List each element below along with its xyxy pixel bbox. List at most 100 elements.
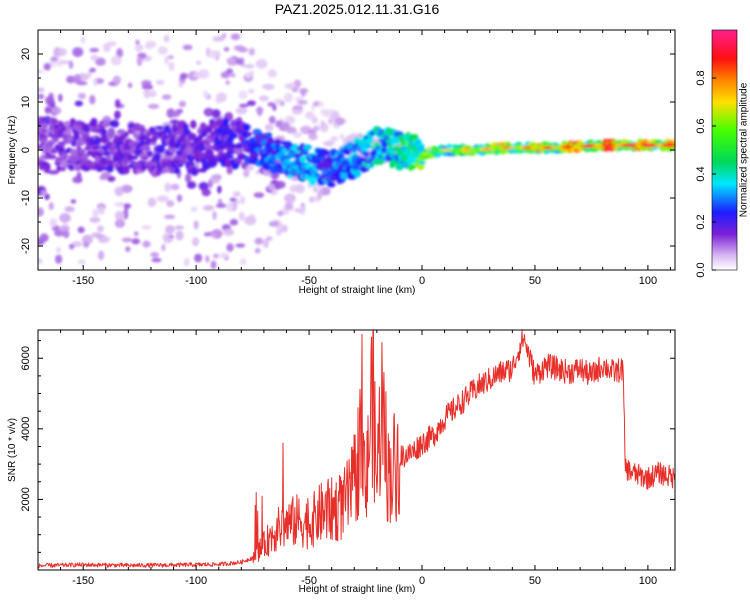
spectrogram-noise-blob	[89, 67, 96, 73]
spectrogram-noise-blob	[244, 215, 257, 226]
spectrogram-ridge-blob	[155, 125, 165, 130]
spectrogram-noise-blob	[210, 260, 217, 270]
spectrogram-noise-blob	[265, 236, 273, 241]
spectrogram-noise-blob	[197, 69, 210, 79]
spectrogram-ridge-blob	[400, 140, 406, 147]
spectrogram-noise-blob	[114, 99, 121, 109]
spectrogram-ridge-blob	[365, 137, 375, 145]
spectrogram-noise-blob	[147, 103, 160, 110]
spectrogram-noise-blob	[114, 210, 125, 221]
spectrogram-noise-blob	[71, 240, 83, 248]
spectrogram-noise-blob	[284, 193, 296, 204]
x-tick-label: -150	[72, 275, 94, 287]
spectrogram-ridge-blob	[63, 130, 73, 136]
colorbar-label: Normalized spectral amplitude	[739, 82, 750, 217]
spectrogram-noise-blob	[246, 164, 255, 171]
y-tick-label: 6000	[20, 346, 32, 370]
spectrogram-noise-blob	[114, 110, 121, 120]
spectrogram-ridge-blob	[129, 155, 139, 160]
spectrogram-noise-blob	[245, 72, 252, 78]
spectrogram-noise-blob	[89, 47, 100, 53]
spectrogram-noise-blob	[45, 96, 55, 106]
spectrogram-noise-blob	[168, 61, 175, 72]
colorbar-tick-label: 0.8	[695, 70, 707, 85]
spectrogram-ridge-blob	[126, 159, 134, 164]
spectrogram-noise-blob	[107, 41, 117, 47]
spectrogram-noise-blob	[55, 58, 63, 67]
spectrogram-noise-blob	[225, 80, 230, 85]
spectrogram-noise-blob	[248, 88, 255, 94]
spectrogram-noise-blob	[239, 258, 247, 266]
spectrogram-noise-blob	[110, 55, 122, 66]
spectrogram-ridge-blob	[308, 177, 317, 187]
spectrogram-noise-blob	[120, 184, 133, 193]
spectrogram-noise-blob	[116, 48, 124, 58]
spectrogram-noise-blob	[339, 133, 345, 140]
spectrogram-noise-blob	[80, 35, 86, 44]
spectrogram-ridge-blob	[100, 128, 107, 136]
spectrogram-ridge-blob	[314, 172, 321, 178]
spectrogram-noise-blob	[72, 47, 84, 57]
spectrogram-noise-blob	[151, 257, 162, 263]
spectrogram-noise-blob	[59, 60, 71, 65]
spectrogram-noise-blob	[284, 202, 292, 210]
spectrogram-noise-blob	[166, 200, 175, 207]
spectrogram-noise-blob	[198, 181, 209, 191]
spectrogram-noise-blob	[164, 225, 175, 235]
spectrogram-ridge-blob	[198, 133, 204, 140]
spectrogram-noise-blob	[203, 107, 214, 117]
spectrogram-noise-blob	[222, 228, 235, 236]
spectrogram-noise-blob	[222, 33, 227, 38]
spectrogram-ridge-blob	[233, 158, 243, 163]
spectrogram-noise-blob	[203, 90, 209, 98]
spectrogram-ridge-blob	[299, 155, 306, 163]
spectrogram-noise-blob	[334, 117, 345, 126]
spectrogram-ridge-blob	[132, 131, 140, 137]
spectrogram-ridge-blob	[174, 154, 180, 161]
spectrogram-ridge-blob	[40, 122, 48, 130]
spectrogram-noise-blob	[97, 250, 105, 261]
spectrogram-ridge-blob	[228, 149, 235, 155]
spectrogram-ridge-blob	[446, 144, 453, 149]
spectrogram-noise-blob	[317, 101, 325, 108]
spectrogram-ridge-blob	[224, 154, 234, 159]
spectrogram-ridge-blob	[67, 134, 74, 143]
spectrogram-ridge-blob	[52, 136, 59, 143]
spectrogram-noise-blob	[176, 194, 183, 202]
spectrogram-noise-blob	[70, 199, 77, 204]
spectrogram-noise-blob	[56, 246, 61, 254]
spectrogram-noise-blob	[134, 231, 139, 237]
spectrogram-ridge-blob	[642, 139, 649, 144]
spectrogram-x-ticks: -150 -100 -50 0 50 100	[37, 30, 671, 287]
spectrogram-ridge-blob	[273, 138, 282, 145]
spectrogram-ridge-blob	[147, 150, 153, 157]
spectrogram-noise-blob	[210, 174, 221, 184]
y-tick-label: 2000	[20, 487, 32, 511]
spectrogram-noise-blob	[68, 243, 75, 250]
spectrogram-noise-blob	[99, 175, 108, 181]
spectrogram-noise-blob	[243, 169, 250, 178]
spectrogram-noise-blob	[262, 83, 275, 91]
spectrogram-ridge-blob	[40, 137, 48, 143]
spectrogram-noise-blob	[323, 140, 335, 147]
spectrogram-ridge-blob	[407, 164, 417, 170]
spectrogram-noise-blob	[185, 173, 192, 183]
y-tick-label: -10	[20, 190, 32, 206]
spectrogram-noise-blob	[178, 100, 187, 108]
spectrogram-noise-blob	[163, 236, 173, 244]
spectrogram-ridge-blob	[143, 145, 151, 152]
spectrogram-noise-blob	[38, 258, 43, 265]
spectrogram-ridge-blob	[164, 154, 173, 160]
spectrogram-noise-blob	[38, 207, 44, 217]
spectrogram-noise-blob	[237, 47, 249, 53]
snr-y-ticks: 2000 4000 6000	[20, 340, 675, 553]
spectrogram-noise-blob	[134, 44, 144, 52]
spectrogram-noise-blob	[174, 225, 185, 230]
spectrogram-noise-blob	[308, 196, 315, 203]
colorbar-tick-label: 0.4	[695, 166, 707, 181]
spectrogram-noise-blob	[157, 46, 168, 55]
spectrogram-noise-blob	[278, 124, 285, 131]
spectrogram-noise-blob	[275, 228, 283, 236]
spectrogram-noise-blob	[238, 211, 245, 221]
